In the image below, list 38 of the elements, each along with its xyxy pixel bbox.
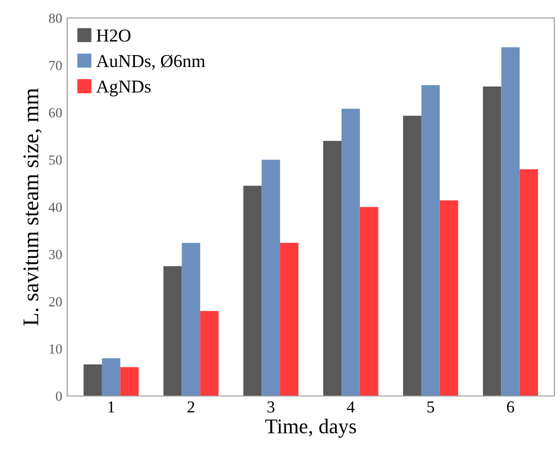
bar <box>360 207 378 396</box>
bar <box>243 186 262 396</box>
bar <box>323 140 342 396</box>
y-tick-label: 70 <box>49 60 62 70</box>
bar <box>342 108 360 396</box>
bar <box>482 86 502 396</box>
bar <box>84 364 102 396</box>
legend-label: AuNDs, Ø6nm <box>96 54 206 70</box>
bar <box>120 367 139 396</box>
y-tick-label: 10 <box>50 344 62 354</box>
bar <box>200 310 219 396</box>
bar <box>182 242 200 396</box>
legend-label: AgNDs <box>96 80 151 96</box>
x-tick-label: 1 <box>108 401 114 412</box>
legend-label: H2O <box>96 30 130 42</box>
y-tick-label: 40 <box>48 202 62 212</box>
x-axis-title: Time, days <box>265 418 356 438</box>
x-tick-label: 6 <box>507 401 514 413</box>
y-tick-label: 50 <box>49 155 62 165</box>
y-tick-label: 80 <box>48 14 62 23</box>
y-axis-title: L. savitum steam size, mm <box>23 88 42 326</box>
bar <box>280 242 298 396</box>
x-tick-label: 3 <box>267 401 274 413</box>
bar <box>403 116 422 396</box>
y-tick-label: 0 <box>56 392 62 401</box>
bar <box>520 169 538 396</box>
y-tick-label: 60 <box>49 108 62 118</box>
bar <box>421 85 440 396</box>
x-tick-label: 2 <box>188 401 194 412</box>
bar <box>102 358 120 396</box>
y-tick-label: 30 <box>49 250 62 260</box>
bar <box>440 200 458 396</box>
y-tick-label: 20 <box>49 297 62 306</box>
bar <box>262 160 280 396</box>
bar <box>163 266 182 396</box>
bar <box>501 47 520 396</box>
x-tick-label: 5 <box>427 402 434 413</box>
x-tick-label: 4 <box>346 401 355 412</box>
